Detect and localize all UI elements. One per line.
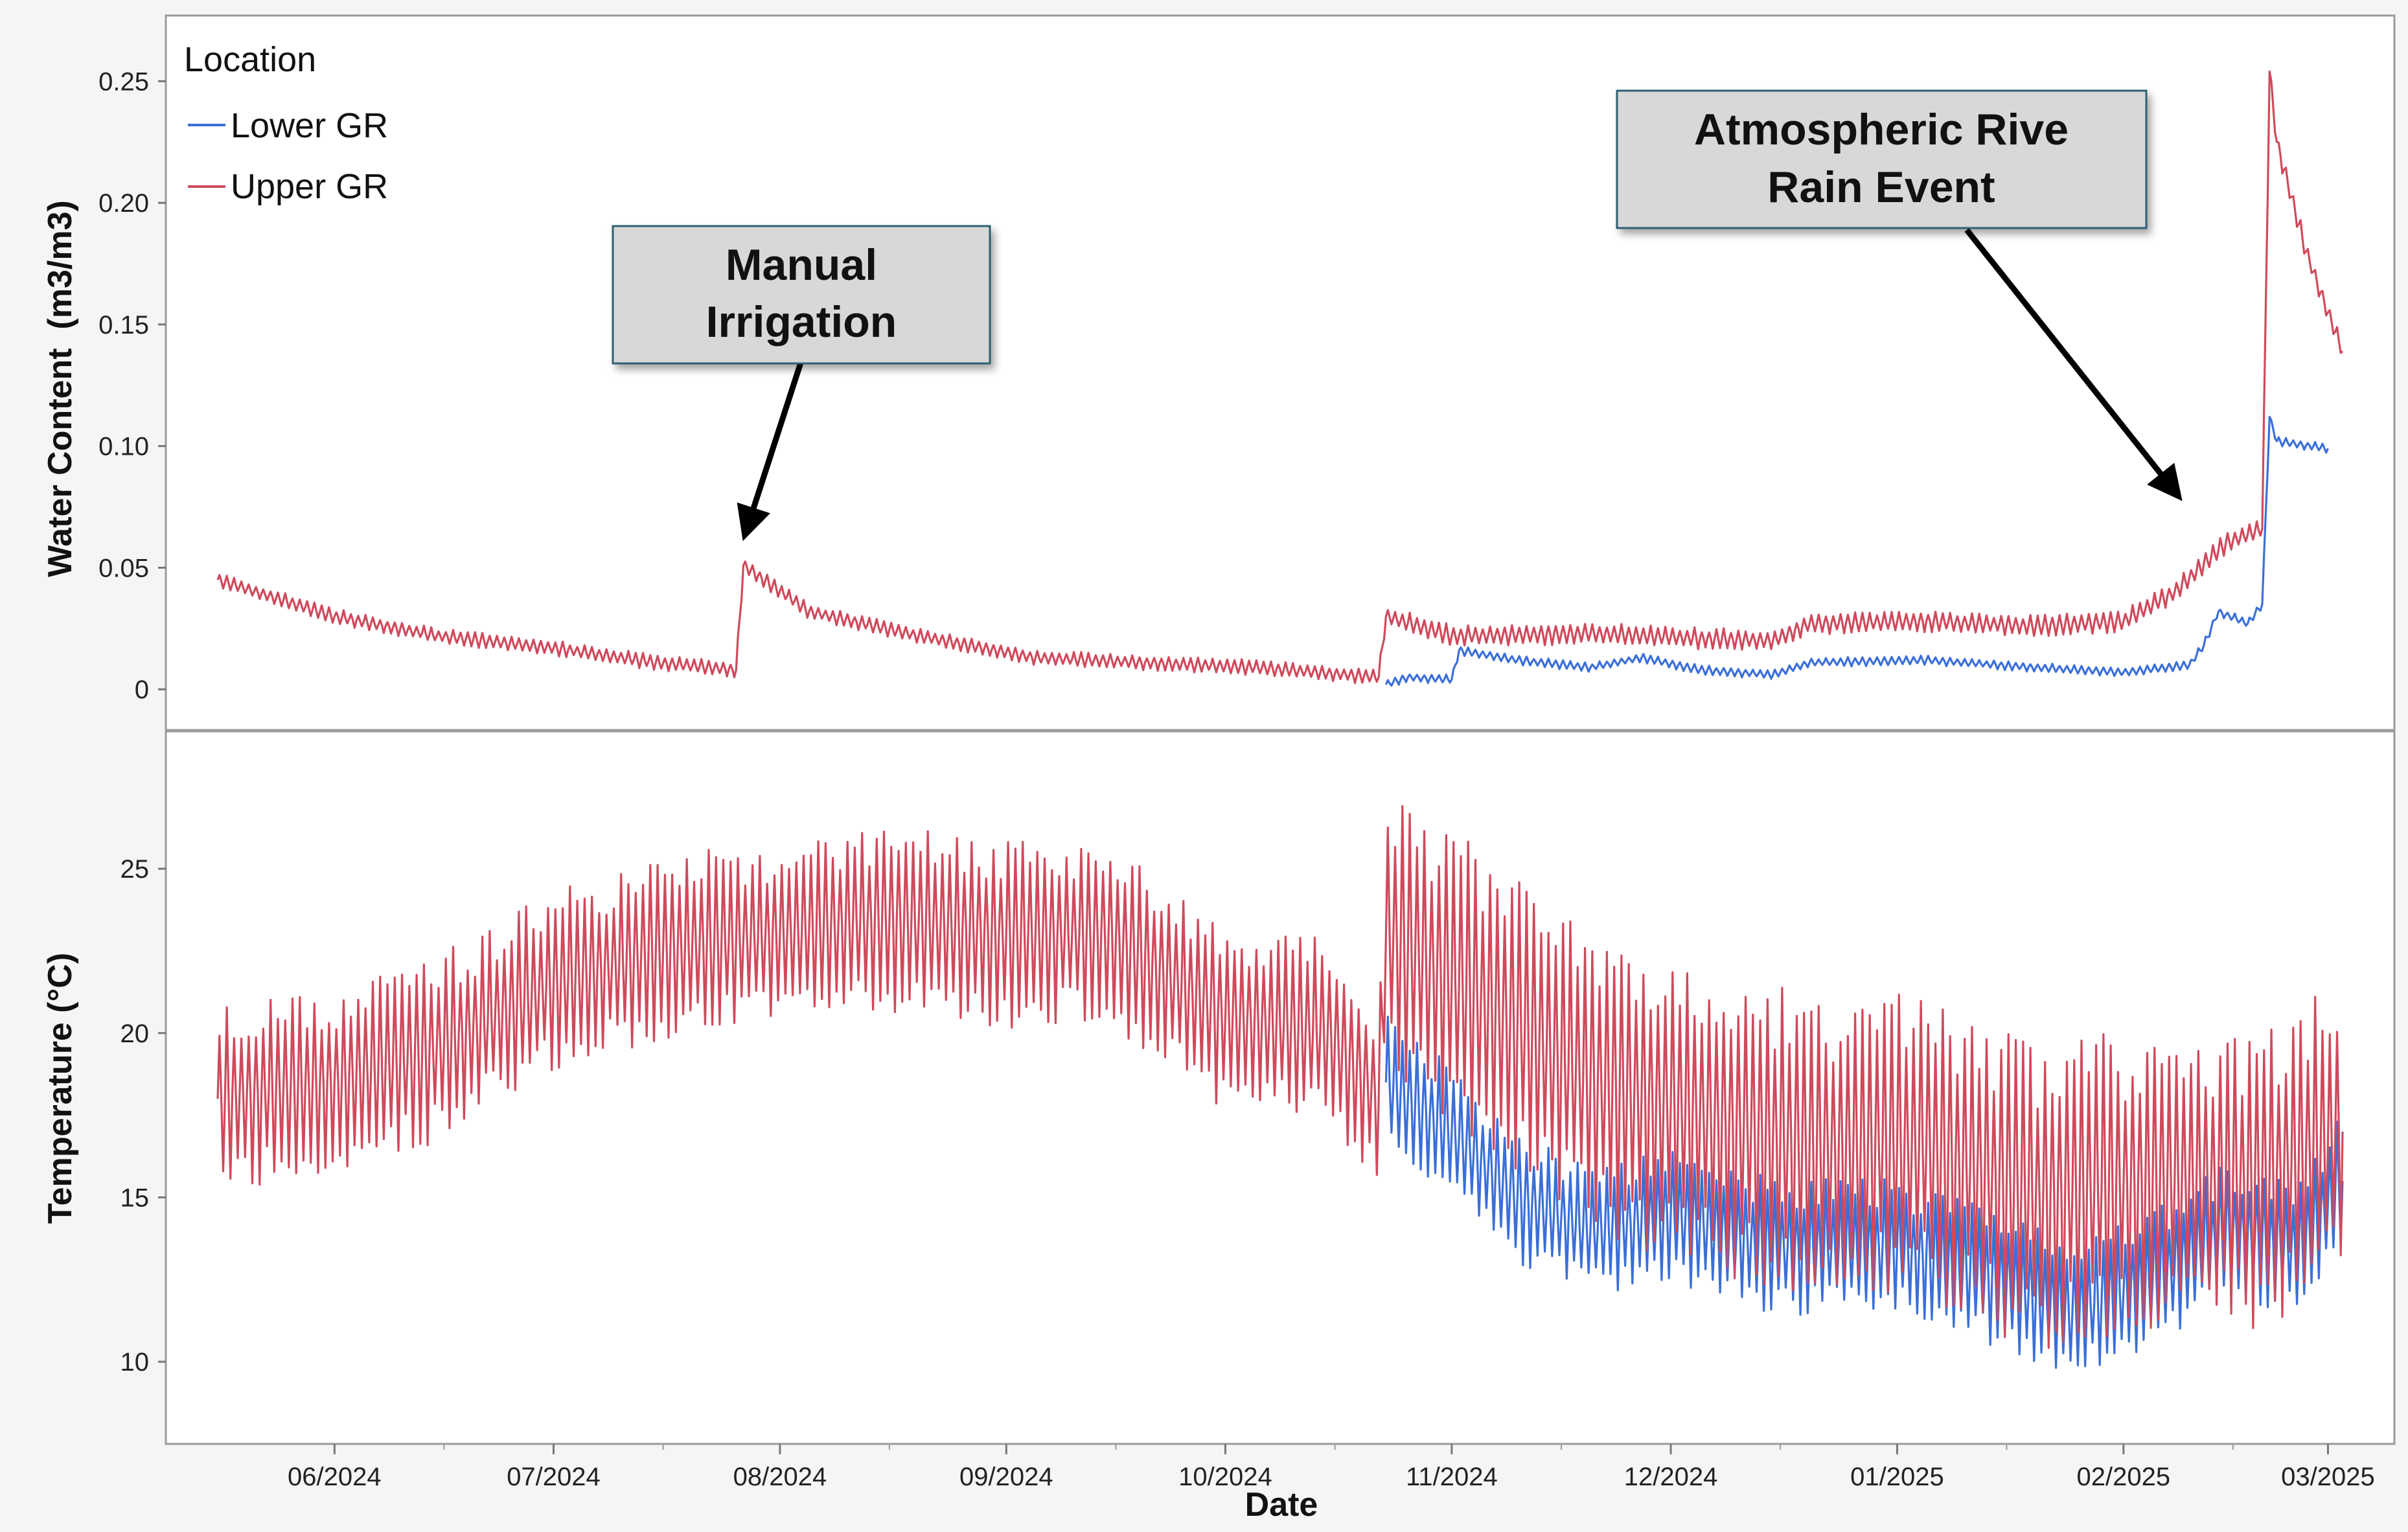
x-tick-label: 01/2025 <box>1850 1463 1944 1491</box>
y-tick-label: 0.10 <box>98 433 149 461</box>
legend-title: Location <box>184 40 316 79</box>
x-tick-label: 07/2024 <box>507 1463 601 1491</box>
annotation-text-line-1: Atmospheric Rive <box>1694 105 2069 154</box>
y-tick-label: 20 <box>120 1020 150 1048</box>
legend-label-upper-gr: Upper GR <box>231 167 388 206</box>
x-tick-label: 10/2024 <box>1178 1463 1272 1491</box>
annotation-text-line-2: Rain Event <box>1767 163 1995 212</box>
series-line-lower-gr-panel-1 <box>1384 1016 2344 1369</box>
annotation-arrow <box>737 361 804 542</box>
annotation-text-line-1: Manual <box>726 240 877 290</box>
y-tick-label: 0.15 <box>98 311 149 339</box>
x-tick-label: 08/2024 <box>733 1463 827 1491</box>
y-tick-label: 10 <box>120 1348 150 1377</box>
legend: Location Lower GR Upper GR <box>184 40 388 206</box>
y-tick-label: 0.05 <box>98 554 149 582</box>
series-line-upper-gr-panel-1 <box>216 805 2344 1349</box>
annotation-box <box>1616 89 2148 229</box>
y-axis-title-temperature: Temperature (°C) <box>41 953 79 1224</box>
x-tick-label: 12/2024 <box>1624 1463 1718 1491</box>
y-tick-label: 0.20 <box>98 189 149 218</box>
series-line-lower-gr-panel-0 <box>1384 416 2329 687</box>
x-tick-label: 06/2024 <box>288 1463 382 1491</box>
annotation-text-line-2: Irrigation <box>706 297 897 347</box>
series-line-upper-gr-panel-0 <box>216 70 2344 685</box>
x-axis-title: Date <box>1245 1486 1318 1524</box>
annotation-box <box>612 225 991 365</box>
annotation-arrow <box>1964 228 2183 501</box>
x-tick-label: 11/2024 <box>1406 1463 1498 1491</box>
x-tick-label: 09/2024 <box>959 1463 1053 1491</box>
annotation-atmospheric-river: Atmospheric Rive Rain Event <box>1616 89 2183 501</box>
x-tick-label: 03/2025 <box>2281 1463 2375 1491</box>
y-tick-label: 25 <box>120 855 150 884</box>
x-tick-label: 02/2025 <box>2077 1463 2171 1491</box>
y-tick-label: 0.25 <box>98 67 149 96</box>
y-tick-label: 15 <box>120 1183 150 1212</box>
y-tick-label: 0 <box>135 676 149 704</box>
annotation-manual-irrigation: Manual Irrigation <box>612 225 991 542</box>
legend-label-lower-gr: Lower GR <box>231 106 388 145</box>
y-axis-title-water-content: Water Content (m3/m3) <box>41 200 79 577</box>
